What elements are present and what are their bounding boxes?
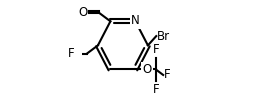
Text: O: O [78, 6, 87, 20]
Text: Br: Br [157, 30, 170, 43]
Text: F: F [153, 83, 159, 96]
Text: F: F [68, 47, 75, 60]
Text: O: O [143, 63, 152, 76]
Text: N: N [131, 14, 140, 27]
Text: F: F [153, 43, 159, 56]
Text: F: F [164, 69, 171, 81]
